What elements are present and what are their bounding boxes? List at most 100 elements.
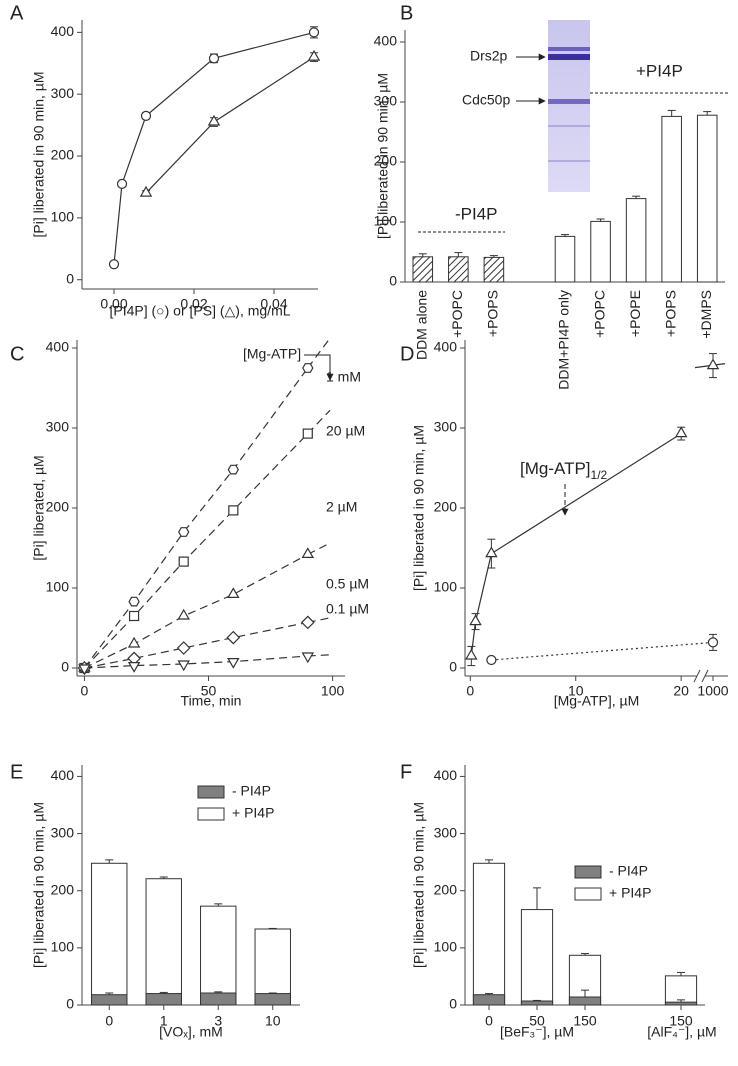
y-tick-label: 100 (374, 213, 398, 229)
series-line (84, 553, 309, 669)
bar (696, 114, 718, 283)
y-tick-label: 400 (374, 33, 398, 49)
panel-letter: E (10, 761, 23, 783)
annotation: -PI4P (455, 204, 498, 223)
annotation-sub: 1/2 (591, 468, 608, 482)
marker (227, 657, 240, 669)
x-axis-label: Time, min (181, 693, 242, 709)
series-line (145, 56, 315, 194)
gel-label: Drs2p (470, 48, 508, 64)
marker (177, 660, 190, 672)
marker (301, 652, 315, 664)
series-line (491, 641, 714, 661)
marker (485, 546, 498, 558)
marker (140, 110, 152, 121)
marker (128, 596, 140, 607)
x-tick-label: 100 (321, 683, 345, 699)
marker (139, 185, 153, 197)
series-line (113, 31, 315, 265)
x-tick-label: 0.02 (180, 296, 207, 312)
y-tick-label: 0 (61, 659, 69, 675)
marker (176, 641, 191, 655)
y-tick-label: 0 (66, 270, 74, 286)
marker (178, 527, 190, 537)
x-tick-label: 1000 (697, 683, 728, 699)
y-axis-label: [Pi] liberated in 90 min, µM (411, 802, 427, 968)
marker (207, 114, 221, 126)
axis-break (701, 669, 709, 683)
y-axis-label: [Pi] liberated in 90 min, µM (31, 802, 47, 968)
bar (520, 1000, 554, 1006)
series-label: 0.5 µM (326, 576, 369, 592)
marker (127, 661, 141, 673)
y-tick-label: 200 (51, 147, 75, 163)
x-tick-label: 0 (485, 1013, 493, 1029)
panel-letter: D (400, 343, 414, 365)
legend-label: - PI4P (609, 863, 648, 879)
marker (300, 615, 315, 630)
marker (226, 630, 241, 645)
bar (254, 993, 291, 1006)
series-line (84, 655, 308, 669)
marker (469, 614, 482, 626)
x-tick-label: DDM alone (413, 290, 429, 360)
legend-label: + PI4P (232, 805, 274, 821)
series-label: 1 mM (326, 369, 361, 385)
y-tick-label: 300 (51, 85, 75, 101)
marker (208, 53, 220, 64)
marker (706, 358, 720, 370)
x-tick-label: 0 (105, 1013, 113, 1029)
marker (116, 178, 128, 189)
x-tick-label: +POPE (627, 290, 643, 337)
y-tick-label: 0 (449, 659, 457, 675)
x-tick-label: 150 (669, 1013, 693, 1029)
x-tick-label: 0.00 (100, 296, 127, 312)
bar (91, 862, 128, 1006)
x-tick-label: +POPC (591, 290, 607, 338)
y-tick-label: 400 (434, 767, 458, 783)
legend-swatch (574, 865, 602, 879)
x-tick-label: 10 (265, 1013, 281, 1029)
x-tick-label: 0 (81, 683, 89, 699)
annotation: [Mg-ATP]1/2 (520, 459, 608, 482)
y-tick-label: 200 (46, 499, 70, 515)
panel-letter: B (400, 2, 413, 24)
marker (674, 426, 688, 438)
x-axis-label: [AlF₄⁻], µM (647, 1024, 716, 1040)
y-tick-label: 300 (46, 419, 70, 435)
marker (308, 27, 320, 38)
y-axis-label: [Pi] liberated in 90 min, µM (31, 71, 47, 237)
gel-image (548, 20, 590, 192)
x-axis-label: [Mg-ATP], µM (554, 693, 640, 709)
y-tick-label: 100 (46, 579, 70, 595)
series-line (83, 433, 309, 669)
fit-extension (307, 337, 331, 369)
marker (127, 636, 141, 648)
y-tick-label: 400 (51, 23, 75, 39)
series-line (470, 433, 682, 657)
marker (227, 464, 239, 475)
marker (108, 259, 120, 270)
y-tick-label: 200 (51, 881, 75, 897)
marker (486, 654, 497, 666)
fit-extension (307, 542, 331, 555)
marker (707, 637, 719, 648)
bar (554, 235, 576, 283)
bar (254, 928, 291, 1006)
x-tick-label: +POPS (485, 290, 501, 337)
x-tick-label: 0 (466, 683, 474, 699)
axis-break (693, 669, 701, 683)
series-line (83, 367, 309, 669)
bar (200, 905, 237, 1006)
y-axis-label: [Pi] liberated in 90 min, µM (411, 425, 427, 591)
y-tick-label: 300 (434, 824, 458, 840)
x-tick-label: DDM+PI4P only (556, 290, 572, 390)
marker (228, 505, 239, 516)
x-tick-label: 0.04 (260, 296, 287, 312)
x-tick-label: 20 (673, 683, 689, 699)
y-tick-label: 100 (51, 209, 75, 225)
bar (472, 994, 506, 1006)
series-label: 0.1 µM (326, 601, 369, 617)
y-tick-label: 400 (51, 767, 75, 783)
